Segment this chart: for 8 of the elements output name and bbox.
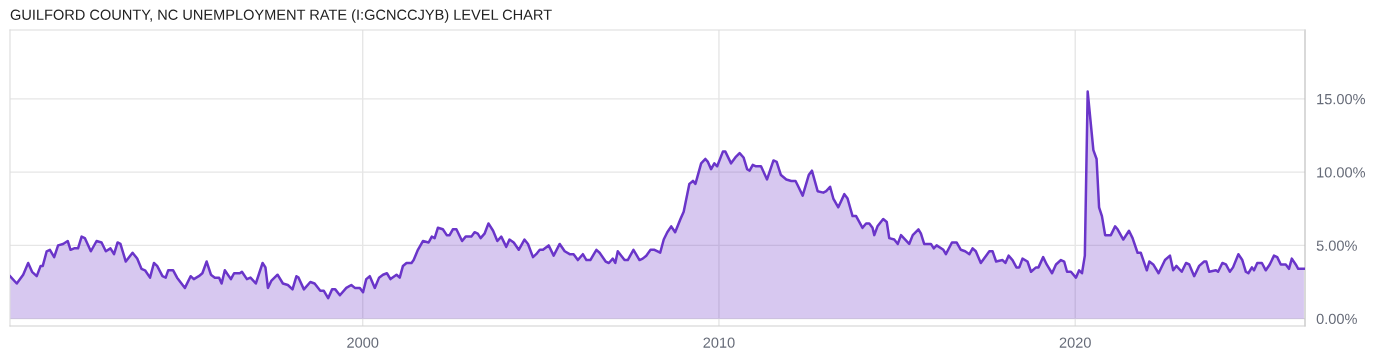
y-tick-label: 10.00%	[1317, 167, 1366, 178]
chart-title: GUILFORD COUNTY, NC UNEMPLOYMENT RATE (I:GCNCCJYB) LEVEL CHART	[10, 9, 552, 23]
y-tick-label: 5.00%	[1316, 240, 1357, 251]
x-tick-label: 2000	[347, 337, 379, 348]
y-tick-label: 0.00%	[1316, 313, 1357, 325]
x-tick-label: 2010	[703, 337, 735, 348]
x-tick-label: 2020	[1059, 337, 1091, 348]
y-tick-label: 15.00%	[1317, 93, 1366, 105]
